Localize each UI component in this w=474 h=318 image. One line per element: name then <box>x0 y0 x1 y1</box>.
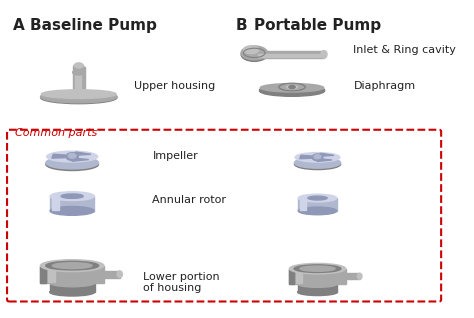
Ellipse shape <box>46 158 99 170</box>
Ellipse shape <box>61 194 83 198</box>
Polygon shape <box>318 159 332 162</box>
Bar <box>102 271 120 278</box>
Ellipse shape <box>46 156 99 169</box>
Ellipse shape <box>68 154 76 158</box>
Ellipse shape <box>241 47 267 61</box>
Text: Lower portion
of housing: Lower portion of housing <box>143 272 219 294</box>
Ellipse shape <box>312 154 323 161</box>
Bar <box>345 273 360 279</box>
Text: Annular rotor: Annular rotor <box>152 195 227 204</box>
Ellipse shape <box>46 151 98 162</box>
Ellipse shape <box>50 288 95 296</box>
Ellipse shape <box>50 192 94 201</box>
Ellipse shape <box>294 265 341 273</box>
Ellipse shape <box>73 70 85 75</box>
Polygon shape <box>300 155 311 159</box>
Ellipse shape <box>46 261 99 270</box>
Ellipse shape <box>298 207 337 215</box>
Ellipse shape <box>289 86 295 89</box>
Polygon shape <box>52 154 65 158</box>
Ellipse shape <box>314 155 321 159</box>
Ellipse shape <box>241 46 267 60</box>
Bar <box>300 199 306 210</box>
Ellipse shape <box>50 206 94 215</box>
Bar <box>298 198 337 211</box>
Ellipse shape <box>321 51 327 58</box>
Ellipse shape <box>308 196 327 200</box>
Ellipse shape <box>260 86 325 96</box>
Bar <box>40 266 104 283</box>
Ellipse shape <box>294 157 341 168</box>
Ellipse shape <box>41 90 116 99</box>
Bar <box>296 269 302 283</box>
Ellipse shape <box>41 92 117 104</box>
Ellipse shape <box>40 260 104 272</box>
Ellipse shape <box>298 288 337 295</box>
Bar <box>48 266 55 282</box>
Ellipse shape <box>294 159 341 169</box>
Ellipse shape <box>260 85 325 95</box>
Bar <box>290 269 346 284</box>
Ellipse shape <box>290 263 346 274</box>
Bar <box>298 284 337 292</box>
Bar <box>290 269 294 284</box>
Text: Common parts: Common parts <box>15 128 97 138</box>
Ellipse shape <box>298 194 337 202</box>
Ellipse shape <box>300 266 335 271</box>
Bar <box>75 69 81 95</box>
Text: Upper housing: Upper housing <box>134 81 215 91</box>
Text: Baseline Pump: Baseline Pump <box>30 18 156 33</box>
Bar <box>40 266 46 283</box>
Ellipse shape <box>52 263 92 269</box>
Text: Diaphragm: Diaphragm <box>354 81 416 91</box>
Bar <box>73 67 85 95</box>
Ellipse shape <box>357 273 362 279</box>
Ellipse shape <box>50 279 95 287</box>
Text: Portable Pump: Portable Pump <box>254 18 382 33</box>
Ellipse shape <box>298 280 337 287</box>
Ellipse shape <box>244 46 259 54</box>
Ellipse shape <box>295 153 340 162</box>
Bar <box>254 51 324 58</box>
Polygon shape <box>319 153 334 156</box>
Text: A: A <box>13 18 25 33</box>
Bar <box>258 54 320 57</box>
Bar <box>50 196 94 211</box>
Ellipse shape <box>66 153 78 161</box>
Ellipse shape <box>41 91 117 103</box>
Text: Inlet & Ring cavity: Inlet & Ring cavity <box>354 45 456 55</box>
Ellipse shape <box>73 64 84 71</box>
Ellipse shape <box>117 271 122 278</box>
Polygon shape <box>73 152 91 155</box>
Ellipse shape <box>260 84 324 92</box>
Polygon shape <box>72 159 89 161</box>
Text: Impeller: Impeller <box>152 151 198 161</box>
Text: B: B <box>236 18 247 33</box>
Bar <box>50 283 95 292</box>
Bar <box>52 197 59 210</box>
Ellipse shape <box>74 63 83 68</box>
